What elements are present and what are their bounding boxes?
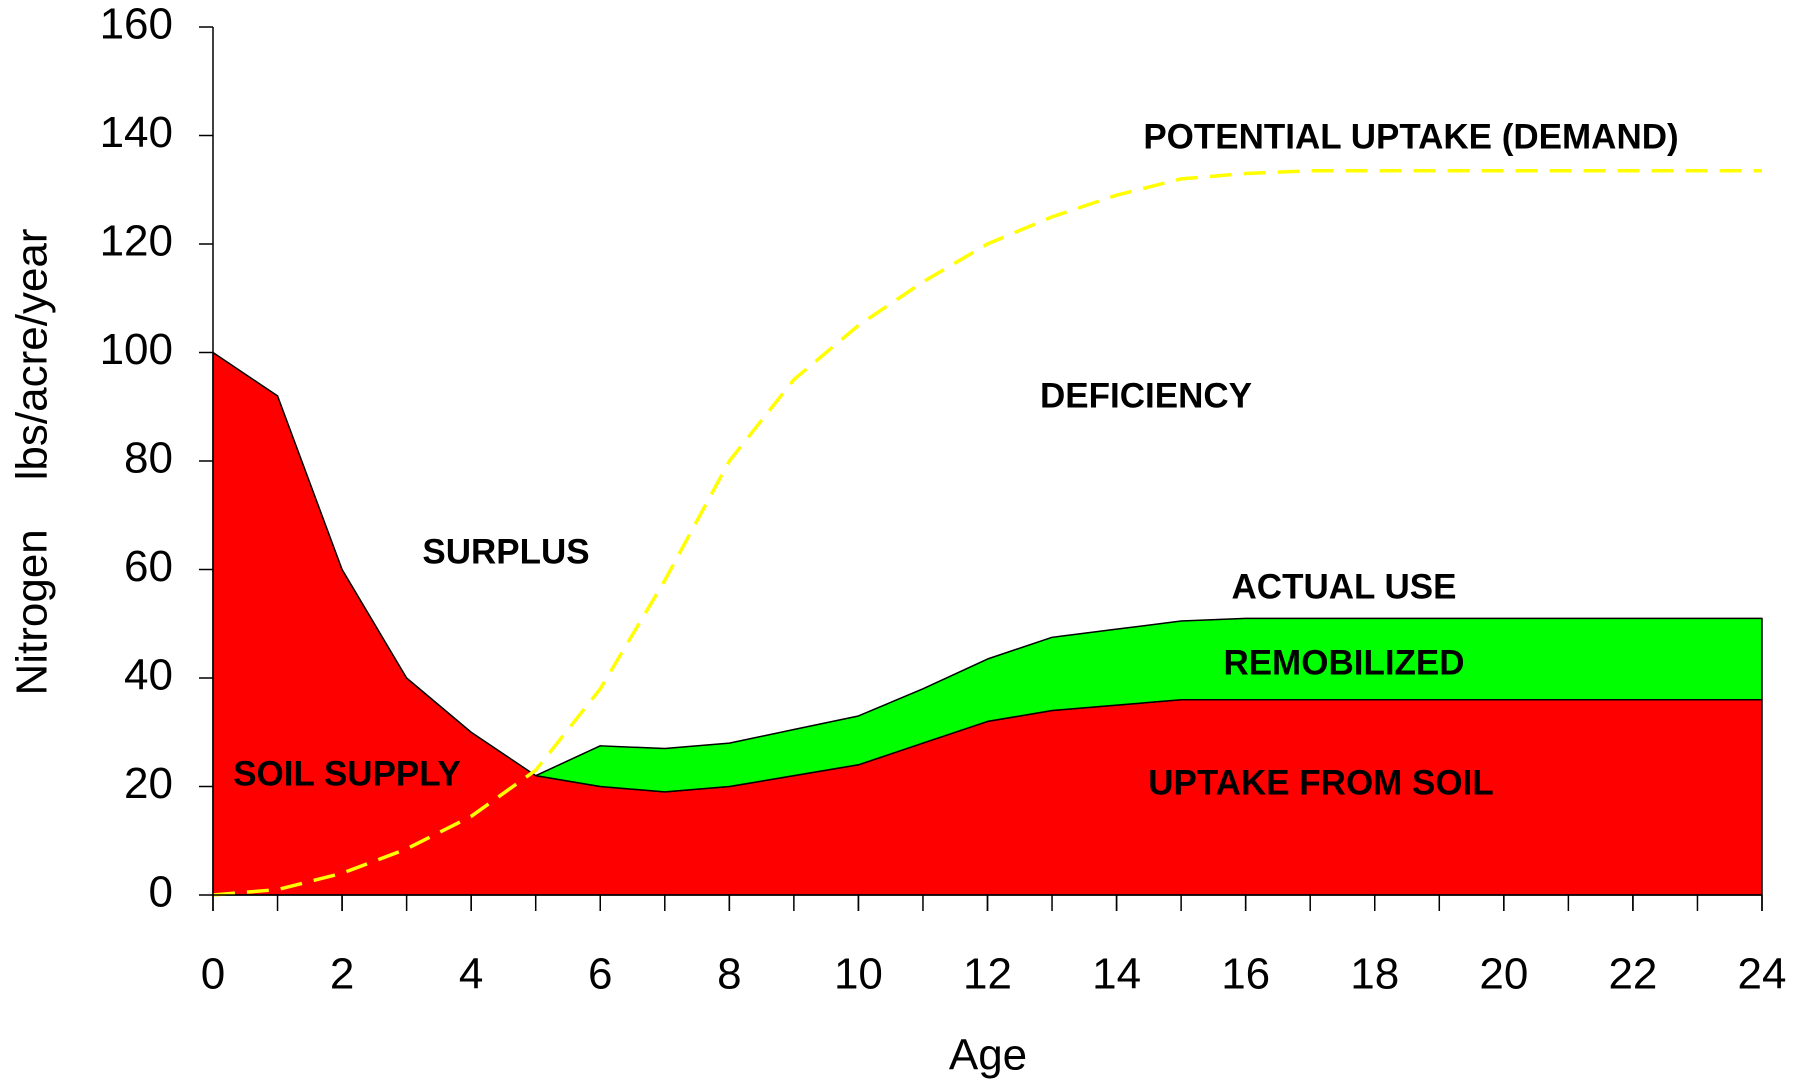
x-tick-label: 14 [1092,950,1141,999]
x-tick-label: 2 [330,950,354,999]
y-axis-title: Nitrogen lbs/acre/year [8,228,57,695]
x-axis-title: Age [949,1031,1027,1080]
y-tick-label: 160 [100,0,173,49]
y-tick-label: 100 [100,325,173,374]
x-tick-label: 0 [201,950,225,999]
x-tick-label: 4 [459,950,483,999]
annotation: REMOBILIZED [1223,643,1464,682]
x-tick-label: 24 [1738,950,1787,999]
annotation: UPTAKE FROM SOIL [1148,763,1493,802]
annotation: ACTUAL USE [1232,567,1457,606]
x-tick-label: 16 [1221,950,1270,999]
y-tick-label: 140 [100,108,173,157]
y-tick-label: 60 [124,542,173,591]
line [212,169,1762,897]
y-tick-label: 20 [124,759,173,808]
y-tick-label: 120 [100,217,173,266]
x-tick-label: 20 [1479,950,1528,999]
x-tick-label: 10 [834,950,883,999]
x-tick-label: 22 [1608,950,1657,999]
y-tick-label: 0 [149,868,173,917]
annotation: POTENTIAL UPTAKE (DEMAND) [1143,117,1678,156]
y-tick-label: 80 [124,434,173,483]
y-tick-label: 40 [124,651,173,700]
x-tick-label: 6 [588,950,612,999]
annotation: SOIL SUPPLY [233,754,461,793]
area [534,617,1763,793]
x-tick-label: 12 [963,950,1012,999]
annotation: DEFICIENCY [1040,376,1252,415]
x-tick-label: 18 [1350,950,1399,999]
x-tick-label: 8 [717,950,741,999]
annotation: SURPLUS [422,532,589,571]
